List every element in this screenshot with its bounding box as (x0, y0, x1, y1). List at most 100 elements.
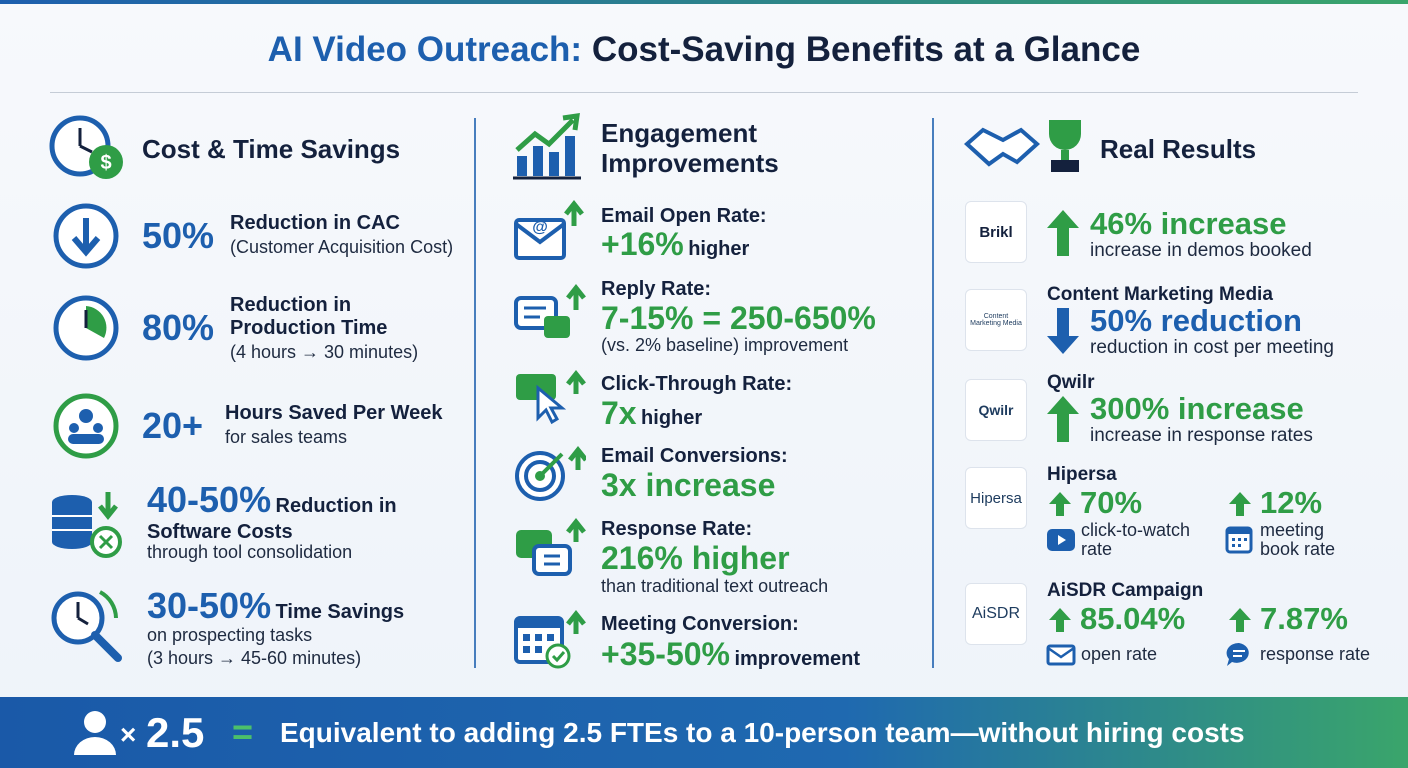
section-heading: Cost & Time Savings (142, 134, 401, 164)
label: Click-Through Rate: (601, 373, 793, 395)
detail: through tool consolidation (147, 542, 353, 562)
calendar-icon (1225, 526, 1253, 554)
equals-sign: = (232, 711, 254, 752)
metric-label: open rate (1081, 644, 1158, 664)
section-heading: Real Results (1100, 134, 1257, 164)
chat-icon (1226, 642, 1249, 666)
item-text: 30-50% Time Savings (147, 586, 467, 634)
detail: (Customer Acquisition Cost) (230, 237, 454, 257)
label: Meeting Conversion: (601, 613, 799, 635)
stat: +16% (601, 226, 684, 262)
title-accent: AI Video Outreach: (267, 30, 583, 69)
company-name: AiSDR Campaign (1047, 580, 1204, 601)
column-divider (932, 118, 934, 668)
click-icon (516, 370, 586, 425)
stat: 30-50% (147, 585, 272, 626)
svg-text:$: $ (100, 152, 111, 174)
top-bar (0, 0, 1408, 4)
suffix: higher (641, 407, 703, 429)
stat-line: 7x higher (601, 395, 702, 431)
label: Email Open Rate: (601, 205, 767, 227)
down-arrow-icon (53, 203, 119, 269)
footer-banner: × 2.5 = Equivalent to adding 2.5 FTEs to… (0, 697, 1408, 768)
title-rest: Cost-Saving Benefits at a Glance (591, 30, 1141, 69)
target-icon (515, 445, 586, 501)
up-arrow (1049, 492, 1071, 516)
stat: 70% (1080, 485, 1143, 520)
suffix: improvement (734, 648, 861, 670)
stat-line: +35-50% improvement (601, 636, 860, 672)
search-clock-icon (51, 590, 122, 662)
stat: 85.04% (1080, 601, 1186, 636)
section-heading: Engagement Improvements (601, 118, 779, 178)
stat: 50% reduction (1090, 303, 1302, 338)
label: Reply Rate: (601, 278, 712, 300)
stat: 7.87% (1260, 601, 1348, 636)
database-icon (52, 492, 122, 558)
column-divider (474, 118, 476, 668)
up-arrow (1049, 608, 1071, 632)
company-logo: Content Marketing Media (965, 289, 1027, 351)
company-logo: Qwilr (965, 379, 1027, 441)
stat: 12% (1260, 485, 1323, 520)
multiplier-sign: × (120, 719, 137, 750)
stat: 7-15% = 250-650% (601, 300, 876, 336)
stat: 40-50% (147, 479, 272, 520)
suffix: higher (688, 238, 750, 260)
stat: +35-50% (601, 636, 730, 672)
growth-chart-icon (513, 113, 581, 180)
stat: 300% increase (1090, 391, 1304, 426)
stat: 80% (142, 307, 215, 348)
stat: 3x increase (601, 467, 776, 503)
stat: 216% higher (601, 540, 790, 576)
clock-dollar-icon: $ (49, 115, 123, 179)
email-icon: @ (514, 200, 584, 260)
stat: 50% (142, 215, 215, 256)
up-arrow (1047, 210, 1079, 256)
metric-label: click-to-watch rate (1081, 520, 1191, 559)
title-rule (50, 92, 1358, 93)
footer-text: Equivalent to adding 2.5 FTEs to a 10-pe… (280, 717, 1245, 748)
clock-icon (53, 295, 119, 361)
up-arrow (1229, 608, 1251, 632)
note: (vs. 2% baseline) improvement (601, 335, 849, 355)
item-text: 40-50% Reduction in Software Costs (147, 480, 447, 547)
detail: (3 hours → 45-60 minutes) (147, 648, 362, 668)
person-icon (74, 711, 116, 755)
label: Response Rate: (601, 518, 753, 540)
label: Time Savings (275, 601, 405, 623)
title: AI Video Outreach: Cost-Saving Benefits … (0, 30, 1408, 70)
handshake-trophy-icon (963, 120, 1081, 172)
label: Reduction in Production Time (230, 294, 388, 339)
company-logo: Hipersa (965, 467, 1027, 529)
down-arrow (1047, 308, 1079, 354)
company-name: Content Marketing Media (1047, 284, 1273, 305)
up-arrow (1047, 396, 1079, 442)
email-icon (1046, 644, 1076, 666)
detail: (4 hours → 30 minutes) (230, 342, 419, 362)
stat: 7x (601, 395, 637, 431)
video-icon (1047, 529, 1075, 551)
label: Hours Saved Per Week (225, 402, 443, 424)
detail: reduction in cost per meeting (1090, 337, 1334, 358)
detail: increase in response rates (1090, 425, 1313, 446)
label: Reduction in CAC (230, 212, 400, 234)
stat: 20+ (142, 405, 204, 446)
stat: 46% increase (1090, 206, 1287, 241)
detail: increase in demos booked (1090, 240, 1312, 261)
chat-icon (514, 284, 586, 338)
note: than traditional text outreach (601, 576, 829, 596)
company-logo: AiSDR (965, 583, 1027, 645)
exchange-icon (516, 518, 586, 576)
company-name: Hipersa (1047, 464, 1117, 485)
metric-label: meeting book rate (1260, 520, 1336, 559)
svg-text:@: @ (532, 219, 548, 236)
company-logo: Brikl (965, 201, 1027, 263)
up-arrow (1229, 492, 1251, 516)
detail: on prospecting tasks (147, 625, 313, 645)
multiplier: 2.5 (146, 709, 205, 756)
metric-label: response rate (1260, 644, 1371, 664)
label: Reduction in Software Costs (147, 495, 397, 543)
company-name: Qwilr (1047, 372, 1095, 393)
